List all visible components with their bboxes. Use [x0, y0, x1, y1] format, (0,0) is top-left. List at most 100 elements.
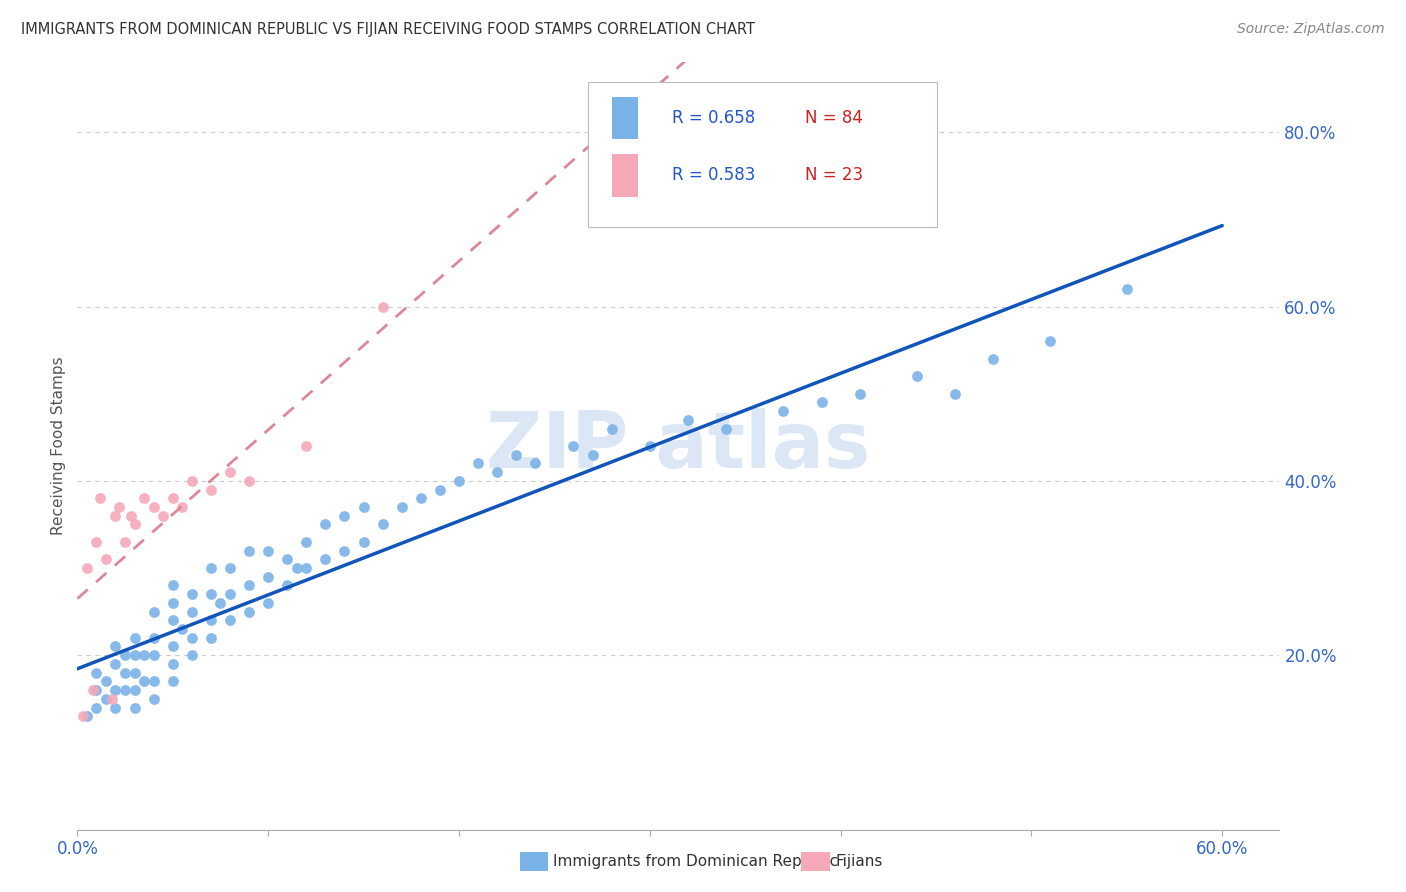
- Point: [200, 483, 222, 497]
- Point: [152, 508, 174, 523]
- FancyBboxPatch shape: [612, 97, 637, 139]
- Point: [333, 508, 356, 523]
- Point: [714, 421, 737, 435]
- Point: [104, 657, 127, 671]
- Point: [94, 552, 117, 566]
- Point: [524, 457, 547, 471]
- Point: [82, 683, 104, 698]
- Point: [114, 665, 136, 680]
- Point: [581, 448, 603, 462]
- Point: [180, 631, 202, 645]
- Point: [353, 534, 375, 549]
- Text: N = 23: N = 23: [804, 166, 863, 185]
- Point: [142, 631, 165, 645]
- Point: [124, 517, 146, 532]
- Point: [86, 700, 108, 714]
- Point: [86, 665, 108, 680]
- Point: [943, 386, 966, 401]
- Point: [295, 439, 318, 453]
- Point: [467, 457, 489, 471]
- Point: [86, 534, 108, 549]
- Point: [257, 570, 280, 584]
- Point: [638, 439, 661, 453]
- Point: [505, 448, 527, 462]
- Point: [391, 500, 413, 514]
- Point: [772, 404, 794, 418]
- Point: [209, 596, 232, 610]
- Point: [409, 491, 432, 506]
- Point: [333, 543, 356, 558]
- Point: [124, 648, 146, 663]
- Point: [285, 561, 308, 575]
- Point: [486, 465, 509, 479]
- Point: [200, 587, 222, 601]
- Point: [124, 665, 146, 680]
- Point: [200, 561, 222, 575]
- Point: [429, 483, 451, 497]
- Point: [172, 622, 194, 636]
- Point: [172, 500, 194, 514]
- Point: [104, 683, 127, 698]
- Point: [238, 474, 260, 488]
- Point: [108, 500, 131, 514]
- Point: [142, 500, 165, 514]
- Point: [94, 674, 117, 689]
- Text: N = 84: N = 84: [804, 109, 862, 127]
- Point: [371, 517, 394, 532]
- Point: [142, 605, 165, 619]
- Point: [124, 683, 146, 698]
- Point: [114, 648, 136, 663]
- FancyBboxPatch shape: [588, 81, 936, 227]
- Point: [162, 613, 184, 627]
- Point: [295, 534, 318, 549]
- Text: R = 0.658: R = 0.658: [672, 109, 755, 127]
- Point: [104, 640, 127, 654]
- Text: R = 0.583: R = 0.583: [672, 166, 756, 185]
- Point: [76, 561, 98, 575]
- Point: [810, 395, 832, 409]
- Point: [238, 578, 260, 592]
- Point: [162, 578, 184, 592]
- Point: [142, 648, 165, 663]
- Point: [114, 683, 136, 698]
- Point: [162, 640, 184, 654]
- Point: [314, 552, 336, 566]
- Point: [142, 674, 165, 689]
- Point: [562, 439, 585, 453]
- Point: [124, 700, 146, 714]
- Point: [219, 465, 242, 479]
- Point: [162, 657, 184, 671]
- Point: [162, 491, 184, 506]
- Point: [142, 691, 165, 706]
- Point: [1115, 282, 1137, 296]
- Point: [89, 491, 111, 506]
- Point: [257, 596, 280, 610]
- Point: [905, 369, 928, 384]
- Y-axis label: Receiving Food Stamps: Receiving Food Stamps: [51, 357, 66, 535]
- Point: [94, 691, 117, 706]
- Point: [162, 596, 184, 610]
- Text: Fijians: Fijians: [835, 855, 883, 869]
- Point: [120, 508, 142, 523]
- Point: [219, 587, 242, 601]
- Point: [200, 613, 222, 627]
- Text: IMMIGRANTS FROM DOMINICAN REPUBLIC VS FIJIAN RECEIVING FOOD STAMPS CORRELATION C: IMMIGRANTS FROM DOMINICAN REPUBLIC VS FI…: [21, 22, 755, 37]
- Point: [295, 561, 318, 575]
- Point: [353, 500, 375, 514]
- Point: [600, 421, 623, 435]
- Point: [676, 413, 699, 427]
- Point: [314, 517, 336, 532]
- Point: [100, 691, 122, 706]
- Point: [180, 587, 202, 601]
- Point: [104, 508, 127, 523]
- Point: [219, 613, 242, 627]
- Point: [162, 674, 184, 689]
- Point: [114, 534, 136, 549]
- Point: [180, 474, 202, 488]
- Point: [104, 700, 127, 714]
- Point: [447, 474, 470, 488]
- Point: [72, 709, 94, 723]
- Point: [180, 605, 202, 619]
- Point: [200, 631, 222, 645]
- Point: [132, 491, 156, 506]
